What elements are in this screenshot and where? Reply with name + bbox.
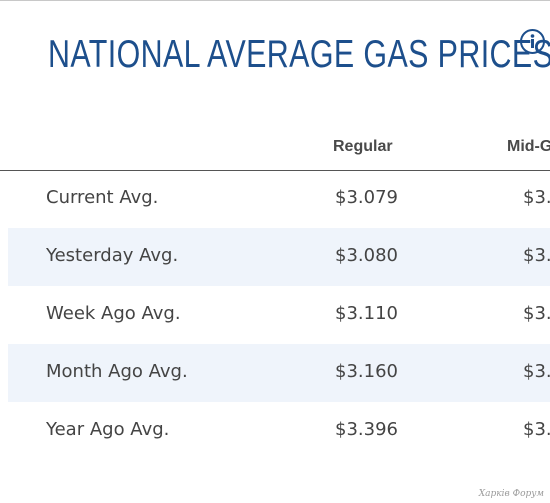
mid-grade-price: $3. xyxy=(523,245,550,266)
page-title: NATIONAL AVERAGE GAS PRICES xyxy=(48,33,550,76)
row-label: Current Avg. xyxy=(46,187,159,208)
row-label: Yesterday Avg. xyxy=(46,245,179,266)
row-label: Year Ago Avg. xyxy=(46,419,170,440)
regular-price: $3.080 xyxy=(335,245,398,266)
mid-grade-price: $3. xyxy=(523,361,550,382)
table-row: Yesterday Avg. $3.080 $3. xyxy=(8,228,550,286)
table-row: Current Avg. $3.079 $3. xyxy=(8,170,550,228)
row-label: Month Ago Avg. xyxy=(46,361,188,382)
table-row: Month Ago Avg. $3.160 $3. xyxy=(8,344,550,402)
row-label: Week Ago Avg. xyxy=(46,303,181,324)
mid-grade-price: $3. xyxy=(523,419,550,440)
mid-grade-price: $3. xyxy=(523,303,550,324)
top-divider xyxy=(0,0,550,1)
watermark: Харків Форум xyxy=(478,489,544,499)
column-header-regular[interactable]: Regular xyxy=(333,138,393,155)
regular-price: $3.110 xyxy=(335,303,398,324)
table-row: Week Ago Avg. $3.110 $3. xyxy=(8,286,550,344)
regular-price: $3.079 xyxy=(335,187,398,208)
table-header: Regular Mid-G xyxy=(0,130,550,171)
mid-grade-price: $3. xyxy=(523,187,550,208)
info-icon[interactable] xyxy=(519,28,546,55)
regular-price: $3.160 xyxy=(335,361,398,382)
regular-price: $3.396 xyxy=(335,419,398,440)
table-row: Year Ago Avg. $3.396 $3. xyxy=(8,402,550,460)
column-header-mid-grade[interactable]: Mid-G xyxy=(507,138,550,155)
